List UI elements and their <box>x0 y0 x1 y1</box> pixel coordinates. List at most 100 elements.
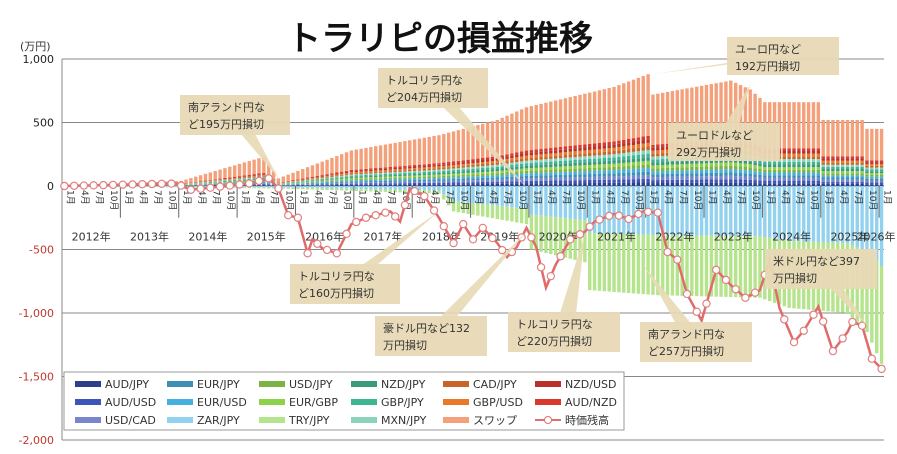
bar-segment <box>344 173 349 175</box>
bar-segment-swap <box>636 77 641 138</box>
bar-segment <box>626 152 631 156</box>
bar-segment-negative <box>466 186 470 203</box>
bar-segment <box>602 179 607 183</box>
bar-segment <box>252 177 256 179</box>
bar-segment <box>597 170 602 174</box>
bar-segment-swap <box>665 91 670 144</box>
bar-segment <box>364 176 368 178</box>
bar-segment <box>490 183 495 186</box>
bar-segment <box>388 181 393 184</box>
bar-segment <box>393 179 397 181</box>
bar-segment <box>398 178 402 181</box>
bar-segment <box>568 151 572 155</box>
bar-segment <box>636 179 641 183</box>
bar-segment-negative <box>539 215 543 252</box>
bar-segment <box>466 169 470 171</box>
bar-segment-negative <box>349 186 354 189</box>
bar-segment <box>485 183 490 186</box>
bar-segment <box>330 176 334 177</box>
bar-segment <box>802 167 806 170</box>
bar-segment-swap <box>641 76 645 137</box>
bar-segment <box>432 173 436 175</box>
bar-segment <box>412 171 417 173</box>
bar-segment <box>617 147 621 151</box>
bar-segment <box>806 169 811 173</box>
bar-segment <box>471 168 475 171</box>
bar-segment <box>481 171 485 174</box>
bar-segment <box>549 156 553 159</box>
bar-segment <box>330 182 334 184</box>
bar-segment <box>724 182 728 186</box>
bar-segment <box>831 166 835 170</box>
bar-segment <box>461 169 465 172</box>
bar-segment <box>626 142 631 146</box>
bar-segment <box>325 180 329 181</box>
bar-segment <box>592 170 597 174</box>
month-tick-label: 1月 <box>706 190 717 205</box>
bar-segment <box>539 175 543 179</box>
bar-segment <box>524 168 529 171</box>
bar-segment <box>763 172 767 176</box>
bar-segment <box>369 177 373 179</box>
bar-segment <box>758 171 762 175</box>
bar-segment-swap <box>476 125 480 159</box>
bar-segment <box>641 136 645 141</box>
bar-segment <box>787 164 791 168</box>
bar-segment <box>617 179 621 183</box>
callout-box <box>765 249 877 289</box>
bar-segment <box>651 171 655 175</box>
bar-segment <box>461 176 465 179</box>
bar-segment-swap <box>573 95 577 146</box>
bar-segment <box>583 159 587 163</box>
bar-segment <box>320 178 324 180</box>
bar-segment <box>855 166 859 170</box>
bar-segment <box>515 181 519 184</box>
bar-segment <box>476 178 480 181</box>
bar-segment-negative <box>174 186 179 188</box>
bar-segment-swap <box>699 85 704 141</box>
valuation-point <box>624 214 633 224</box>
bar-segment-swap <box>451 131 456 162</box>
bar-segment <box>267 183 271 185</box>
bar-segment-negative <box>553 217 558 256</box>
y-tick-label: -2,000 <box>19 434 54 447</box>
bar-segment <box>763 161 767 165</box>
bar-segment <box>378 174 383 176</box>
bar-segment-negative <box>753 186 757 237</box>
bar-segment <box>748 176 752 180</box>
bar-segment-negative <box>529 186 534 215</box>
bar-segment <box>563 152 568 155</box>
bar-segment <box>461 174 465 177</box>
bar-segment <box>398 166 402 168</box>
bar-segment <box>242 180 247 182</box>
bar-segment <box>310 185 315 186</box>
bar-segment-negative <box>505 186 509 207</box>
bar-segment-negative <box>544 216 548 253</box>
bar-segment <box>476 182 480 185</box>
bar-segment-swap <box>271 171 276 180</box>
bar-segment <box>758 160 762 164</box>
bar-segment <box>636 158 641 162</box>
bar-segment-negative <box>339 186 344 189</box>
bar-segment <box>310 182 315 184</box>
bar-segment <box>840 156 845 159</box>
bar-segment <box>865 162 869 164</box>
bar-segment-negative <box>257 187 261 189</box>
bar-segment <box>495 158 500 161</box>
bar-segment <box>364 181 368 183</box>
bar-segment <box>515 152 519 155</box>
bar-segment <box>690 160 694 164</box>
bar-segment <box>364 170 368 172</box>
bar-segment <box>344 171 349 174</box>
month-tick-label: 1月 <box>882 190 893 205</box>
bar-segment <box>558 180 563 184</box>
bar-segment <box>578 156 582 160</box>
legend-label: CAD/JPY <box>473 378 517 391</box>
bar-segment <box>840 169 845 172</box>
bar-segment-negative <box>194 186 198 188</box>
bar-segment <box>223 179 227 180</box>
bar-segment <box>855 183 859 186</box>
bar-segment <box>461 163 465 166</box>
bar-segment <box>553 150 558 154</box>
bar-segment <box>821 156 825 159</box>
